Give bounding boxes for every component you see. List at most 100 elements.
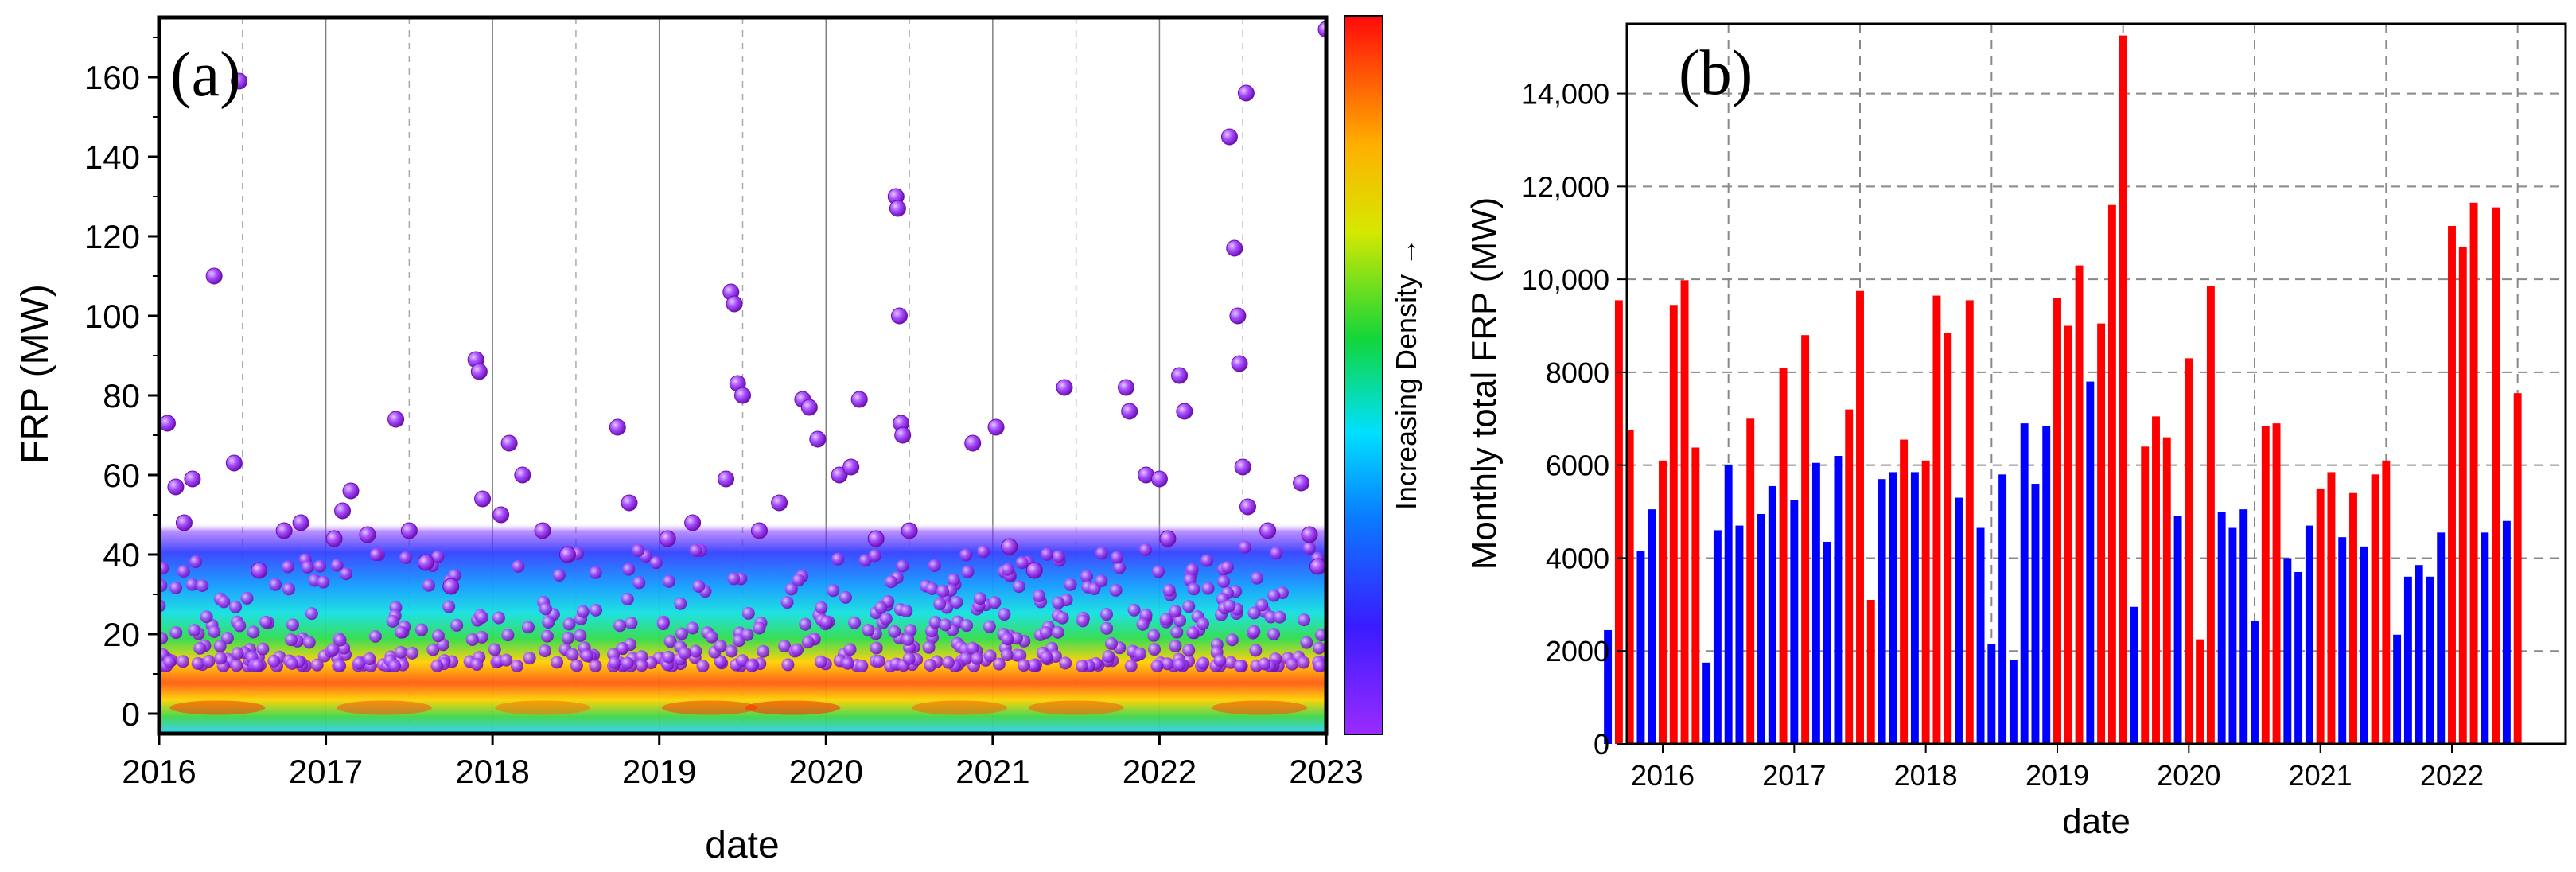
density-fringe-point: [745, 659, 759, 672]
bar: [2305, 525, 2313, 744]
bar: [2130, 606, 2138, 744]
density-fringe-point: [924, 659, 937, 672]
density-fringe-point: [662, 574, 675, 588]
scatter-point: [809, 430, 827, 448]
density-fringe-point: [214, 652, 228, 665]
y-tick-label-b: 12,000: [1522, 170, 1609, 203]
density-fringe-point: [388, 659, 402, 672]
x-tick-label-b: 2019: [2025, 759, 2089, 792]
y-tick-label-a: 100: [84, 298, 140, 335]
density-fringe-point: [1297, 656, 1310, 669]
density-fringe-point: [500, 653, 513, 667]
density-fringe-point: [1187, 582, 1200, 596]
bar: [1889, 472, 1897, 744]
density-fringe-point: [340, 567, 353, 581]
bar: [2283, 558, 2292, 744]
x-tick-label-b: 2022: [2420, 759, 2484, 792]
x-tick-label-a: 2021: [955, 753, 1029, 790]
density-fringe-point: [363, 652, 376, 666]
bar: [2316, 488, 2325, 744]
density-fringe-point: [1270, 547, 1283, 560]
bar: [2009, 660, 2018, 744]
density-fringe-point: [1298, 613, 1311, 627]
density-fringe-point: [928, 559, 941, 572]
density-fringe-point: [521, 621, 535, 634]
axis-ticks-b: 0 2000 4000 6000 8000 10,000 12,000 14,000 2016 2…: [1522, 78, 2484, 792]
density-fringe-point: [282, 582, 295, 596]
density-fringe-point: [442, 600, 456, 613]
density-fringe-point: [1267, 628, 1281, 641]
density-fringe-point: [580, 649, 593, 663]
density-fringe-point: [971, 652, 984, 665]
y-tick-label-a: 60: [103, 457, 140, 494]
density-fringe-point: [169, 626, 183, 640]
bar: [2458, 247, 2467, 744]
bar: [1614, 300, 1623, 745]
density-fringe-point: [736, 654, 749, 668]
scatter-point: [1237, 84, 1255, 102]
density-fringe-point: [333, 633, 347, 647]
density-fringe-point: [801, 636, 815, 649]
scatter-point: [470, 363, 488, 380]
density-fringe-point: [1251, 571, 1264, 585]
density-fringe-point: [470, 657, 484, 671]
bar: [1680, 280, 1689, 745]
density-fringe-point: [1136, 617, 1150, 631]
scatter-point: [1056, 379, 1073, 396]
density-fringe-point: [649, 556, 663, 570]
bar: [1735, 525, 1744, 744]
bar: [1801, 335, 1810, 744]
y-tick-label-a: 120: [84, 218, 140, 255]
bar: [2152, 416, 2160, 744]
bar: [2272, 423, 2281, 744]
bar: [1921, 460, 1930, 744]
density-fringe-point: [523, 652, 536, 665]
density-fringe-point: [1313, 641, 1326, 655]
bar: [1834, 456, 1843, 744]
bar: [2327, 472, 2336, 744]
density-fringe-point: [1134, 647, 1147, 660]
scatter-point: [184, 470, 201, 488]
scatter-point: [1118, 379, 1135, 396]
density-fringe-point: [1095, 574, 1108, 588]
scatter-point: [417, 554, 434, 571]
density-fringe-point: [1010, 632, 1023, 645]
y-tick-label-a: 20: [103, 616, 140, 653]
density-fringe-point: [901, 633, 915, 646]
density-fringe-point: [973, 592, 986, 605]
density-fringe-point: [542, 615, 555, 629]
scatter-point: [1231, 355, 1248, 372]
density-fringe-point: [247, 625, 260, 639]
density-fringe-point: [757, 644, 770, 658]
density-fringe-point: [539, 602, 552, 616]
bar: [1790, 500, 1799, 744]
scatter-point: [1293, 474, 1310, 492]
scatter-point: [842, 458, 860, 476]
density-fringe-point: [1197, 656, 1210, 670]
density-fringe-point: [163, 655, 177, 668]
density-fringe-point: [992, 657, 1006, 671]
density-fringe-point: [330, 559, 344, 572]
x-tick-label-b: 2017: [1762, 759, 1826, 792]
density-fringe-point: [196, 578, 209, 592]
density-fringe-point: [1102, 649, 1115, 663]
density-fringe-point: [1064, 578, 1077, 591]
x-tick-label-a: 2020: [789, 753, 863, 790]
density-fringe-point: [301, 560, 314, 574]
scatter-point: [1171, 367, 1189, 384]
density-fringe-point: [1076, 659, 1089, 672]
scatter-point: [831, 466, 848, 484]
y-tick-label-a: 0: [122, 695, 140, 733]
bar: [1845, 409, 1854, 744]
density-fringe-point: [1052, 596, 1065, 609]
density-fringe-point: [1150, 659, 1164, 672]
density-fringe-point: [1273, 610, 1286, 624]
bar: [1724, 465, 1733, 744]
density-fringe-point: [1258, 657, 1271, 671]
density-fringe-point: [1001, 633, 1014, 646]
bar: [1910, 472, 1919, 744]
density-fringe-point: [961, 565, 975, 578]
density-fringe-point: [1027, 659, 1041, 672]
scatter-point: [1229, 307, 1247, 325]
scatter-point: [275, 522, 293, 539]
